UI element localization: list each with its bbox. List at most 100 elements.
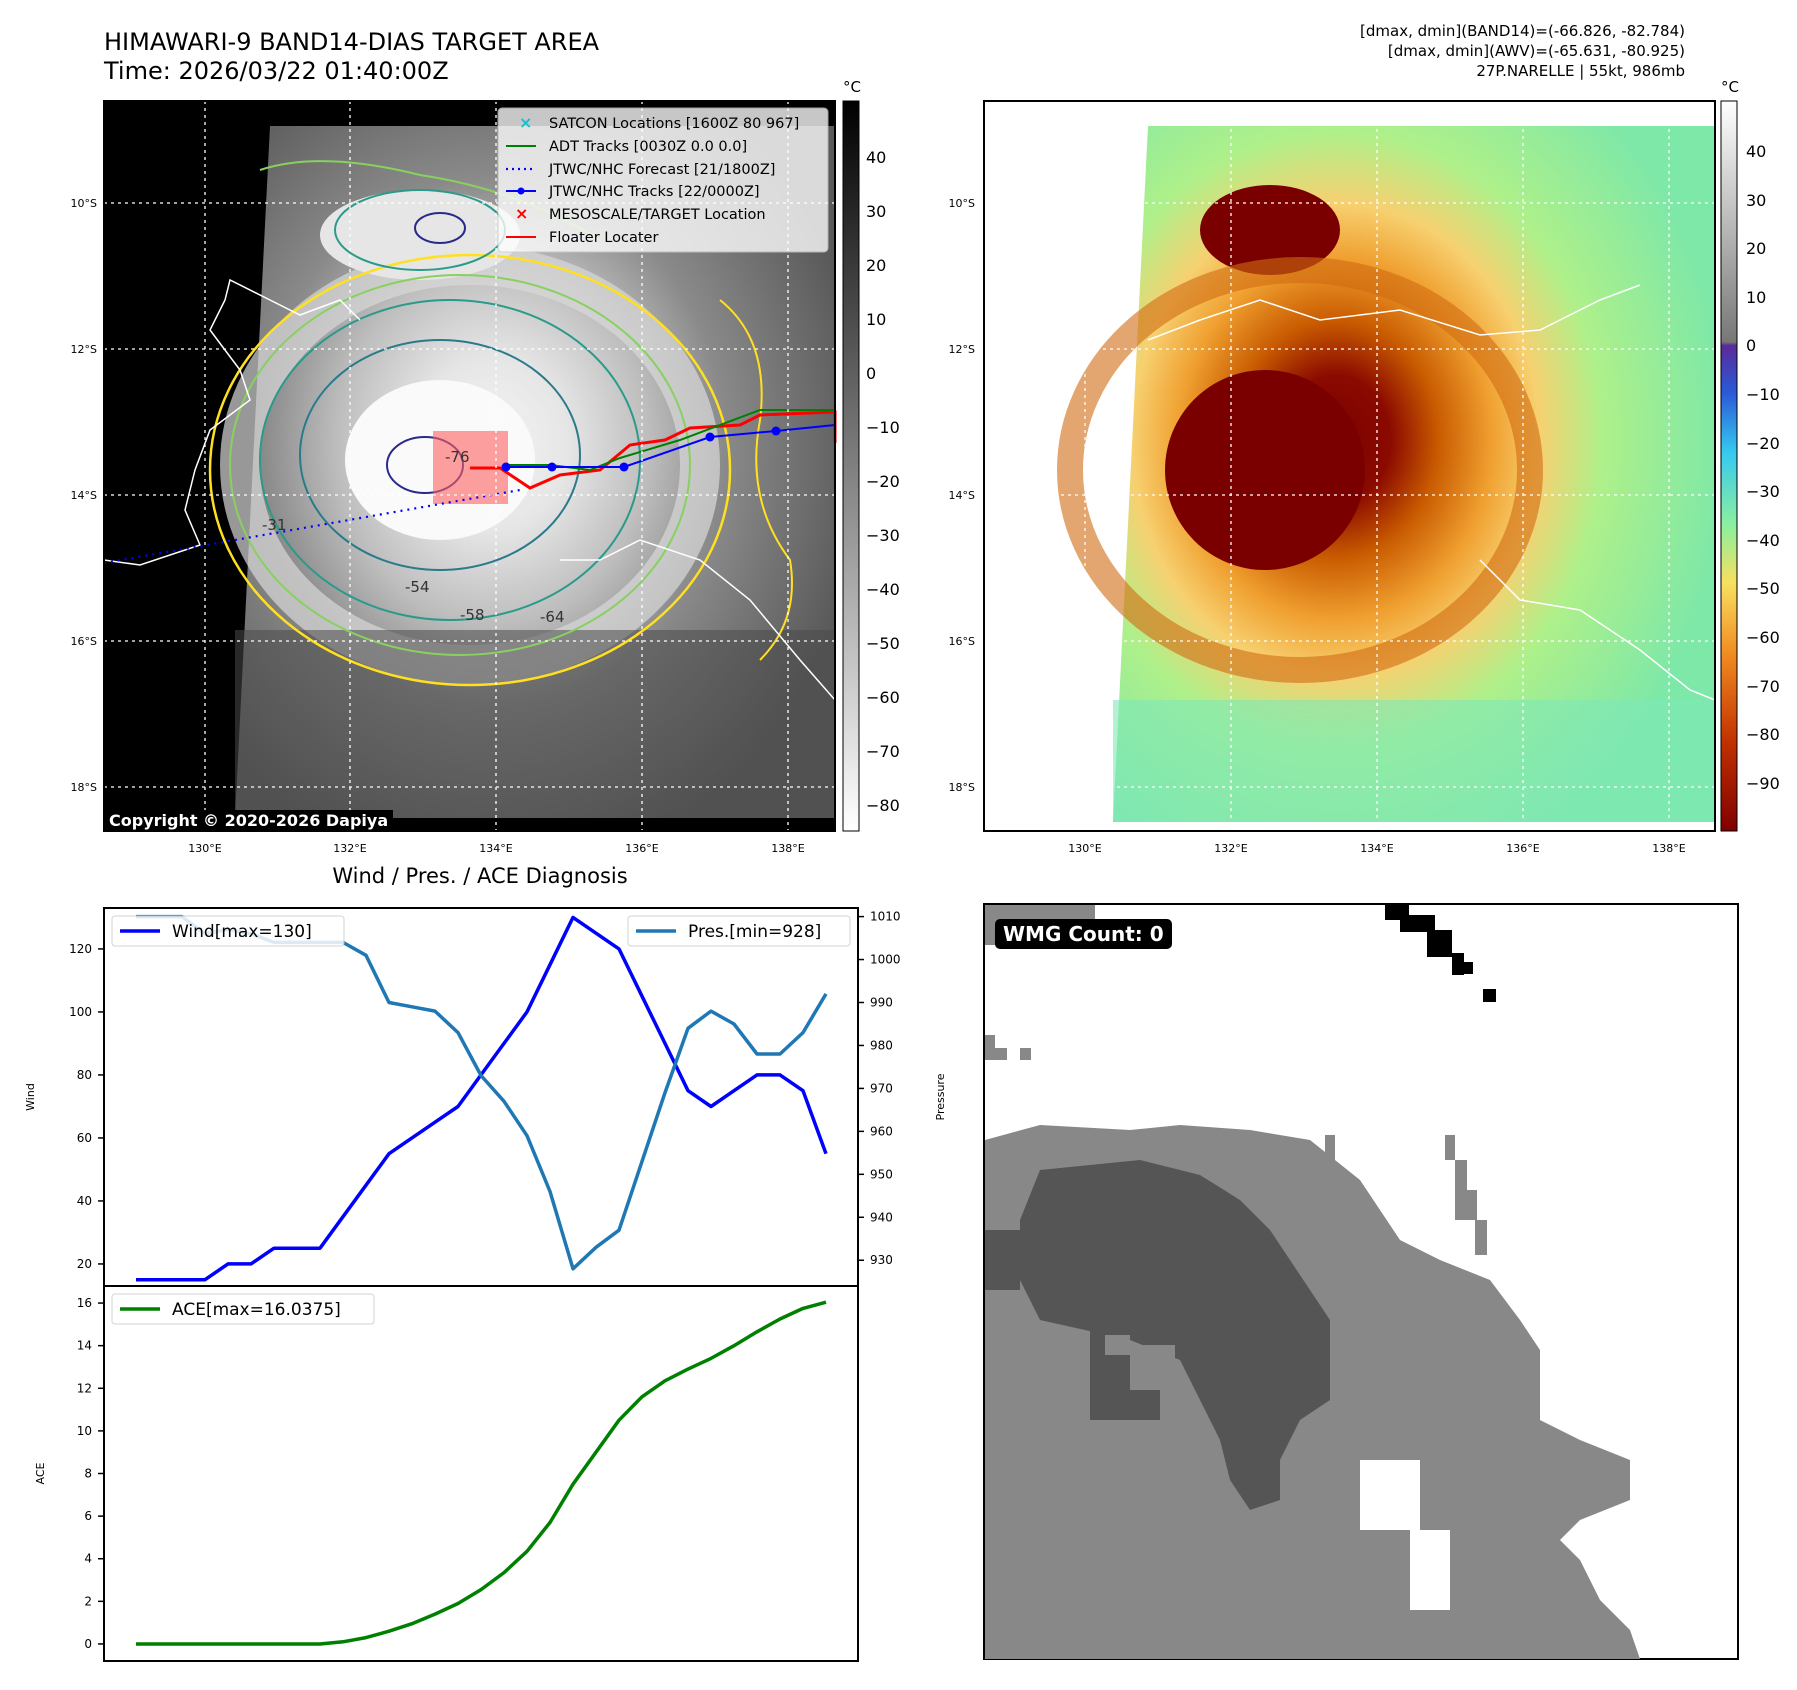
ace-tick-label: 10 [77,1424,92,1438]
ace-tick-label: 14 [77,1339,92,1353]
lon-label-right: 136°E [1506,842,1539,855]
colorbar-tick: 40 [866,148,886,167]
colorbar-tick-right: 40 [1746,142,1766,161]
pressure-tick-label: 940 [870,1210,893,1224]
pressure-tick-label: 960 [870,1124,893,1138]
lat-label: 10°S [71,197,97,210]
colorbar-tick-right: −80 [1746,725,1780,744]
wind-tick-label: 20 [77,1257,92,1271]
wmg-count-label: WMG Count: 0 [995,919,1172,949]
pressure-tick-label: 1010 [870,910,901,924]
pressure-tick-label: 930 [870,1253,893,1267]
colorbar-tick: −80 [866,796,900,815]
main-title: HIMAWARI-9 BAND14-DIAS TARGET AREA [104,28,600,56]
wind-axis-label: Wind [24,1083,37,1111]
wind-tick-label: 40 [77,1194,92,1208]
colorbar-tick-right: 30 [1746,191,1766,210]
lon-label-right: 134°E [1360,842,1393,855]
lon-label-right: 132°E [1214,842,1247,855]
colorbar-tick: −60 [866,688,900,707]
ace-tick-label: 4 [84,1552,92,1566]
awv-range: [dmax, dmin](AWV)=(-65.631, -80.925) [1387,42,1685,60]
ace-tick-label: 8 [84,1467,92,1481]
lat-label-right: 10°S [949,197,975,210]
ace-line [136,1300,827,1646]
wind-tick-label: 120 [69,942,92,956]
wind-pressure-axes [103,907,859,1287]
copyright-label: Copyright © 2020-2026 Dapiya [104,810,394,831]
legend-item-jtwc-tracks: JTWC/NHC Tracks [22/0000Z] [548,184,760,200]
lat-label: 16°S [71,635,97,648]
pressure-tick-label: 950 [870,1167,893,1181]
lon-label: 138°E [771,842,804,855]
ace-tick-label: 6 [84,1509,92,1523]
ace-tick-label: 2 [84,1594,92,1608]
legend-item-floater: Floater Locater [549,230,658,246]
colorbar-tick-right: −40 [1746,531,1780,550]
svg-text:×: × [519,113,532,132]
colorbar-tick: 20 [866,256,886,275]
colorbar-tick-right: 20 [1746,239,1766,258]
wind-legend-label: Wind[max=130] [172,922,312,942]
colorbar-tick-right: −70 [1746,677,1780,696]
svg-text:×: × [515,204,528,223]
colorbar-tick-right: −90 [1746,774,1780,793]
colorbar-tick: 10 [866,310,886,329]
wind-tick-label: 60 [77,1131,92,1145]
lon-label-right: 138°E [1652,842,1685,855]
colorbar-tick: −50 [866,634,900,653]
ace-axis-label: ACE [34,1462,47,1484]
lat-label-right: 18°S [949,781,975,794]
pressure-tick-label: 970 [870,1081,893,1095]
colorbar-tick-right: −10 [1746,385,1780,404]
pressure-tick-label: 990 [870,996,893,1010]
colorbar-tick-right: −60 [1746,628,1780,647]
colorbar-tick: −20 [866,472,900,491]
contour-label: -31 [262,516,287,534]
legend-item-jtwc-forecast: JTWC/NHC Forecast [21/1800Z] [548,162,775,178]
colorbar-tick-right: 0 [1746,336,1756,355]
colorbar-tick-right: −20 [1746,434,1780,453]
band14-range: [dmax, dmin](BAND14)=(-66.826, -82.784) [1360,22,1685,40]
colorbar-tick-right: −30 [1746,482,1780,501]
ace-tick-label: 12 [77,1381,92,1395]
wmg-panel [983,903,1739,1660]
colorbar-tick: 0 [866,364,876,383]
wind-tick-label: 80 [77,1068,92,1082]
lat-label: 14°S [71,489,97,502]
colorbar-tick: −40 [866,580,900,599]
colorbar-unit: °C [843,78,861,96]
contour-label: -58 [460,606,485,624]
contour-label: -64 [540,608,565,626]
colorbar-tick: −30 [866,526,900,545]
colorbar-tick: 30 [866,202,886,221]
wind-legend-box [111,915,345,947]
contour-label: -54 [405,578,430,596]
colorbar-tick: −10 [866,418,900,437]
wind-tick-label: 100 [69,1005,92,1019]
lat-label-right: 12°S [949,343,975,356]
pressure-tick-label: 1000 [870,953,901,967]
ace-legend-box [111,1293,375,1325]
lon-label: 130°E [188,842,221,855]
colorbar-tick-right: −50 [1746,579,1780,598]
legend-item-mesoscale: MESOSCALE/TARGET Location [549,207,766,223]
diagnosis-chart: 20 40 60 80 100 120 930 940 950 960 970 980 990 1000 1… [24,907,947,1662]
legend-item-satcon: SATCON Locations [1600Z 80 967] [549,116,799,132]
lon-label: 136°E [625,842,658,855]
legend-item-adt: ADT Tracks [0030Z 0.0 0.0] [549,139,747,155]
storm-info: 27P.NARELLE | 55kt, 986mb [1476,62,1685,80]
ace-axes [103,1285,859,1662]
pressure-legend-box [627,915,851,947]
contour-label: -76 [445,448,470,466]
pressure-tick-label: 980 [870,1038,893,1052]
colorbar-unit-right: °C [1721,78,1739,96]
grayscale-map-panel: -76 -54 -58 -64 -31 × × SATCON Locations… [71,78,1780,855]
lon-label: 134°E [479,842,512,855]
lat-label: 18°S [71,781,97,794]
lat-label: 12°S [71,343,97,356]
diagnosis-title: Wind / Pres. / ACE Diagnosis [332,864,628,888]
ace-legend-label: ACE[max=16.0375] [172,1300,341,1320]
colorbar-tick: −70 [866,742,900,761]
time-label: Time: 2026/03/22 01:40:00Z [104,57,449,85]
